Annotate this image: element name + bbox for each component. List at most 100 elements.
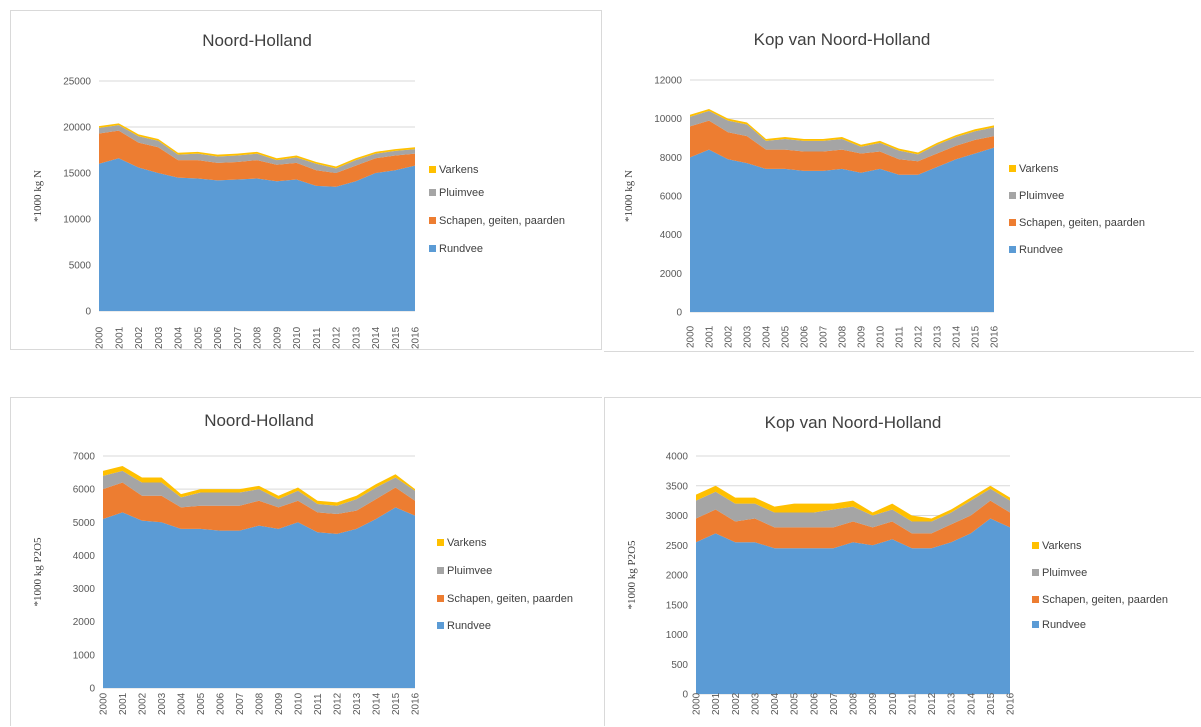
x-tick-label: 2015 (391, 326, 402, 349)
x-tick-label: 2003 (750, 692, 761, 715)
legend-item: Rundvee (1042, 619, 1086, 631)
legend-item: Pluimvee (439, 187, 484, 199)
x-tick-label: 2014 (371, 326, 382, 349)
x-tick-label: 2008 (255, 692, 266, 715)
chart-svg: Noord-Holland 0 5000 10000 15000 20000 25000 20… (32, 31, 565, 349)
y-tick-label: 10000 (654, 114, 682, 125)
x-tick-label: 2003 (154, 326, 165, 349)
area-rundvee (696, 518, 1010, 694)
x-tick-label: 2012 (332, 326, 343, 349)
legend-swatch (1032, 542, 1039, 549)
y-tick-label: 2000 (73, 617, 96, 628)
x-tick-label: 2001 (114, 326, 125, 349)
x-tick-label: 2016 (411, 692, 422, 715)
legend-item: Varkens (1019, 163, 1059, 175)
x-tick-label: 2013 (947, 692, 958, 715)
x-tick-label: 2003 (157, 692, 168, 715)
x-tick-label: 2002 (134, 326, 145, 349)
area-schapen-geiten-paarden (696, 500, 1010, 549)
x-tick-label: 2012 (914, 325, 925, 348)
chart-title: Noord-Holland (204, 411, 314, 430)
y-tick-label: 4000 (73, 551, 96, 562)
area-rundvee (690, 147, 994, 312)
legend-item: Rundvee (447, 620, 491, 632)
legend-item: Schapen, geiten, paarden (439, 215, 565, 227)
x-tick-label: 2015 (986, 692, 997, 715)
legend-item: Schapen, geiten, paarden (447, 593, 573, 605)
area-pluimvee (690, 110, 994, 162)
chart-n-kop-van-noord-holland: Kop van Noord-Holland 0 2000 4000 6000 8000 10… (604, 10, 1194, 352)
legend-swatch (437, 567, 444, 574)
y-tick-label: 3000 (73, 584, 96, 595)
x-tick-label: 2008 (838, 325, 849, 348)
legend-item: Pluimvee (1019, 190, 1064, 202)
legend-swatch (429, 166, 436, 173)
x-tick-label: 2006 (800, 325, 811, 348)
x-tick-label: 2004 (762, 325, 773, 348)
x-tick-label: 2010 (294, 692, 305, 715)
x-tick-label: 2013 (933, 325, 944, 348)
y-tick-label: 1000 (73, 650, 96, 661)
x-tick-label: 2010 (292, 326, 303, 349)
legend-item: Pluimvee (447, 565, 492, 577)
y-tick-label: 2500 (666, 541, 689, 552)
chart-p2o5-kop-van-noord-holland: Kop van Noord-Holland 0 500 1000 1500 2000 250… (604, 397, 1201, 726)
x-tick-label: 2005 (790, 692, 801, 715)
x-tick-label: 2014 (372, 692, 383, 715)
y-tick-label: 500 (671, 660, 688, 671)
x-tick-label: 2000 (686, 325, 697, 348)
legend-swatch (1032, 621, 1039, 628)
x-tick-label: 2007 (233, 326, 244, 349)
x-tick-label: 2011 (895, 326, 906, 348)
y-tick-label: 8000 (660, 153, 683, 164)
y-axis-label: *1000 kg N (32, 170, 44, 222)
x-tick-label: 2010 (888, 692, 899, 715)
y-tick-label: 10000 (63, 215, 91, 226)
x-tick-label: 2000 (99, 692, 110, 715)
x-tick-label: 2011 (313, 693, 324, 715)
x-tick-label: 2012 (927, 692, 938, 715)
area-pluimvee (696, 488, 1010, 534)
x-tick-label: 2013 (351, 326, 362, 349)
y-tick-label: 25000 (63, 77, 91, 88)
y-axis-label: *1000 kg P2O5 (626, 540, 638, 610)
y-tick-label: 6000 (73, 485, 96, 496)
x-tick-label: 2006 (216, 692, 227, 715)
x-tick-label: 2004 (174, 326, 185, 349)
legend-swatch (1009, 165, 1016, 172)
y-tick-label: 0 (85, 307, 91, 318)
x-tick-label: 2008 (253, 326, 264, 349)
area-rundvee (103, 507, 415, 688)
legend-swatch (1009, 192, 1016, 199)
chart-svg: Kop van Noord-Holland 0 2000 4000 6000 8000 10… (623, 30, 1145, 348)
x-tick-label: 2002 (724, 325, 735, 348)
x-tick-label: 2016 (990, 325, 1001, 348)
legend-item: Schapen, geiten, paarden (1019, 217, 1145, 229)
x-tick-label: 2000 (692, 692, 703, 715)
x-tick-label: 2016 (411, 326, 422, 349)
x-tick-label: 2004 (770, 692, 781, 715)
legend-swatch (437, 595, 444, 602)
x-tick-label: 2011 (907, 693, 918, 715)
legend-item: Varkens (447, 537, 487, 549)
y-tick-label: 0 (89, 684, 95, 695)
chart-svg: Kop van Noord-Holland 0 500 1000 1500 2000 250… (626, 413, 1168, 715)
legend-item: Varkens (439, 164, 479, 176)
chart-svg: Noord-Holland 0 1000 2000 3000 4000 5000 6000 70… (32, 411, 573, 715)
y-tick-label: 5000 (73, 518, 96, 529)
x-tick-label: 2009 (274, 692, 285, 715)
x-tick-label: 2008 (849, 692, 860, 715)
y-tick-label: 1000 (666, 630, 689, 641)
chart-title: Kop van Noord-Holland (754, 30, 931, 49)
legend-swatch (437, 622, 444, 629)
x-tick-label: 2014 (952, 325, 963, 348)
y-tick-label: 5000 (69, 261, 92, 272)
x-tick-label: 2005 (193, 326, 204, 349)
x-tick-label: 2006 (213, 326, 224, 349)
y-tick-label: 12000 (654, 76, 682, 87)
y-axis-label: *1000 kg N (623, 170, 635, 222)
y-tick-label: 1500 (666, 600, 689, 611)
x-tick-label: 2013 (352, 692, 363, 715)
x-tick-label: 2002 (731, 692, 742, 715)
y-tick-label: 2000 (666, 571, 689, 582)
